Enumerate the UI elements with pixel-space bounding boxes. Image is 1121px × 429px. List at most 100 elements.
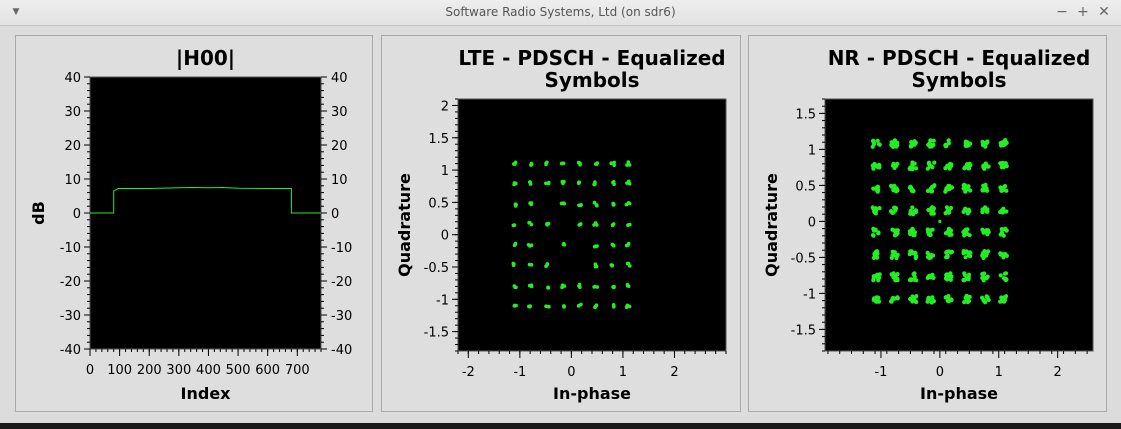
constellation-point xyxy=(891,295,896,301)
constellation-point xyxy=(926,295,931,300)
constellation-point xyxy=(967,250,972,255)
constellation-point xyxy=(1004,140,1009,145)
chart-lte-constellation: LTE - PDSCH - Equalized Symbols 2 1.5 1 0.5 0 -… xyxy=(395,46,727,403)
constellation-point xyxy=(576,181,581,186)
constellation-point xyxy=(980,207,985,212)
constellation-point xyxy=(1001,254,1006,259)
constellation-point xyxy=(876,162,882,167)
x-tick-label: 2 xyxy=(1054,365,1062,380)
constellation-point xyxy=(908,144,913,149)
x-tick-label: 0 xyxy=(86,363,94,378)
constellation-point xyxy=(625,261,630,266)
constellation-point xyxy=(948,271,953,276)
constellation-point xyxy=(577,284,581,288)
constellation-point xyxy=(512,304,517,308)
constellation-point xyxy=(595,244,599,248)
desktop-strip xyxy=(0,423,1121,429)
constellation-point xyxy=(913,254,919,259)
constellation-point xyxy=(928,255,933,260)
maximize-icon[interactable]: + xyxy=(1077,4,1089,20)
y-tick-label-right: 30 xyxy=(331,105,348,120)
chart-title: LTE - PDSCH - Equalized Symbols xyxy=(458,46,725,92)
constellation-point xyxy=(527,180,532,184)
x-axis-label: In-phase xyxy=(920,384,998,403)
constellation-point xyxy=(931,211,936,216)
constellation-point xyxy=(1001,143,1006,148)
constellation-point xyxy=(911,189,916,194)
y-tick-label: -1.5 xyxy=(791,323,816,338)
constellation-point xyxy=(948,205,954,211)
constellation-point xyxy=(982,188,987,193)
constellation-point xyxy=(595,203,599,208)
window-titlebar[interactable]: ▼ Software Radio Systems, Ltd (on sdr6) … xyxy=(0,0,1121,26)
constellation-point xyxy=(931,138,936,143)
constellation-point xyxy=(545,262,550,266)
x-tick-label: 200 xyxy=(137,363,162,378)
constellation-point xyxy=(984,294,989,299)
constellation-point xyxy=(609,263,614,267)
constellation-point xyxy=(627,201,632,206)
constellation-point xyxy=(892,250,897,255)
y-tick-label-right: -10 xyxy=(331,241,352,256)
constellation-point xyxy=(925,188,930,193)
constellation-point xyxy=(944,272,949,278)
constellation-point xyxy=(984,141,989,146)
minimize-icon[interactable]: − xyxy=(1056,4,1068,20)
constellation-point xyxy=(962,272,967,278)
constellation-point xyxy=(627,179,631,184)
x-tick-label: 2 xyxy=(670,365,678,380)
constellation-point xyxy=(559,161,564,166)
constellation-point xyxy=(980,272,985,277)
y-tick-label: -20 xyxy=(60,275,81,290)
constellation-point xyxy=(981,230,986,235)
constellation-point xyxy=(512,181,517,185)
x-tick-label: 700 xyxy=(285,363,310,378)
constellation-point xyxy=(611,222,616,226)
constellation-point xyxy=(985,274,990,279)
constellation-point xyxy=(595,223,599,227)
constellation-point xyxy=(546,221,551,226)
constellation-point xyxy=(593,304,598,309)
constellation-point xyxy=(527,220,531,225)
y-tick-label: -0.5 xyxy=(424,261,449,276)
constellation-point xyxy=(894,144,899,149)
y-tick-label: 1.5 xyxy=(795,107,816,122)
constellation-point xyxy=(626,160,631,164)
constellation-point xyxy=(947,161,953,167)
constellation-point xyxy=(625,282,630,287)
close-icon[interactable]: ✕ xyxy=(1098,4,1110,20)
constellation-point xyxy=(872,161,877,167)
constellation-point xyxy=(875,275,881,281)
constellation-point xyxy=(593,182,597,186)
constellation-point xyxy=(544,304,548,309)
constellation-point xyxy=(526,243,531,247)
constellation-point xyxy=(562,304,566,309)
constellation-point xyxy=(889,140,894,145)
constellation-point xyxy=(968,188,973,193)
constellation-point xyxy=(982,250,987,255)
constellation-point xyxy=(928,138,933,143)
y-axis-label: Quadrature xyxy=(762,173,781,277)
constellation-point xyxy=(592,223,596,227)
chevron-down-icon[interactable]: ▼ xyxy=(12,7,20,17)
constellation-point xyxy=(546,304,551,309)
y-tick-label: 2 xyxy=(441,99,449,114)
constellation-point xyxy=(871,138,876,143)
constellation-point xyxy=(875,272,880,277)
constellation-point xyxy=(928,232,933,237)
constellation-point-center xyxy=(938,219,942,223)
constellation-point xyxy=(944,205,949,210)
constellation-point xyxy=(1002,298,1007,303)
constellation-point xyxy=(529,201,534,205)
y-tick-label: 20 xyxy=(64,139,81,154)
constellation-point xyxy=(949,185,955,190)
y-tick-label: -1 xyxy=(803,287,816,302)
constellation-point xyxy=(944,255,949,260)
x-tick-label: 500 xyxy=(226,363,251,378)
constellation-point xyxy=(925,166,930,171)
constellation-point xyxy=(910,205,915,210)
constellation-point xyxy=(945,298,950,303)
constellation-point xyxy=(891,162,896,167)
constellation-point xyxy=(625,163,629,167)
